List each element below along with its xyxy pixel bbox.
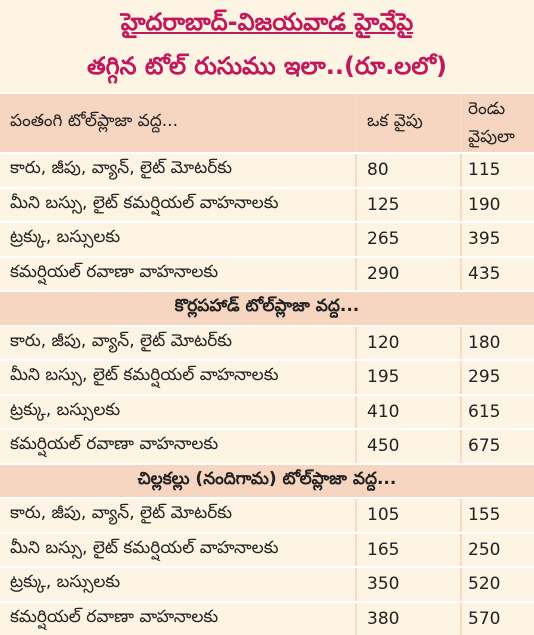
two-way-fee: 115 [460,154,534,187]
vehicle-type: కారు, జీపు, వ్యాన్, లైట్ మోటర్‌కు [10,158,233,179]
vehicle-type: ట్రక్కు, బస్సులకు [10,399,121,420]
one-way-fee: 105 [355,499,460,532]
two-way-fee: 190 [460,188,534,221]
one-way-fee: 120 [355,326,460,359]
section-title: చిల్లకల్లు (నందిగామ) టోల్‌ప్లాజా వద్ద... [137,468,397,489]
section-row: చిల్లకల్లు (నందిగామ) టోల్‌ప్లాజా వద్ద... [0,462,534,497]
one-way-fee: 265 [355,223,460,256]
data-row: కమర్షియల్ రవాణా వాహనాలకు 380 570 [0,600,534,635]
section-row: కొర్లపహాడ్ టోల్‌ప్లాజా వద్ద... [0,290,534,325]
title-block: హైదరాబాద్-విజయవాడ హైవేపై తగ్గిన టోల్ రుస… [0,0,534,92]
vehicle-type: కమర్షియల్ రవాణా వాహనాలకు [10,261,219,282]
data-row: కమర్షియల్ రవాణా వాహనాలకు 450 675 [0,428,534,463]
vehicle-type: ట్రక్కు, బస్సులకు [10,227,121,248]
column-header: రెండు వైపులా [460,94,534,152]
two-way-fee: 520 [460,568,534,601]
two-way-fee: 180 [460,326,534,359]
one-way-fee: 350 [355,568,460,601]
vehicle-type: కమర్షియల్ రవాణా వాహనాలకు [10,606,219,627]
title-line: తగ్గిన టోల్ రుసుము ఇలా..(రూ.లలో) [87,52,447,80]
data-row: ట్రక్కు, బస్సులకు 410 615 [0,393,534,428]
vehicle-type: కారు, జీపు, వ్యాన్, లైట్ మోటర్‌కు [10,503,233,524]
title-line: హైదరాబాద్-విజయవాడ హైవేపై [120,8,414,36]
vehicle-type: మీని బస్సు, లైట్ కమర్షియల్ వాహనాలకు [10,192,279,213]
header-row: పంతంగి టోల్‌ప్లాజా వద్ద... ఒక వైపు రెండు వ… [0,92,534,152]
one-way-fee: 125 [355,188,460,221]
two-way-fee: 395 [460,223,534,256]
toll-table: పంతంగి టోల్‌ప్లాజా వద్ద... ఒక వైపు రెండు వ… [0,92,534,635]
one-way-fee: 290 [355,257,460,290]
data-row: మీని బస్సు, లైట్ కమర్షియల్ వాహనాలకు 165 25… [0,531,534,566]
data-row: ట్రక్కు, బస్సులకు 265 395 [0,221,534,256]
two-way-fee: 295 [460,361,534,394]
two-way-fee: 155 [460,499,534,532]
section-title: కొర్లపహాడ్ టోల్‌ప్లాజా వద్ద... [174,296,360,317]
data-row: కారు, జీపు, వ్యాన్, లైట్ మోటర్‌కు 120 180 [0,324,534,359]
data-row: మీని బస్సు, లైట్ కమర్షియల్ వాహనాలకు 195 29… [0,359,534,394]
vehicle-type: ట్రక్కు, బస్సులకు [10,572,121,593]
data-row: కమర్షియల్ రవాణా వాహనాలకు 290 435 [0,255,534,290]
one-way-fee: 380 [355,602,460,635]
vehicle-type: మీని బస్సు, లైట్ కమర్షియల్ వాహనాలకు [10,365,279,386]
one-way-fee: 195 [355,361,460,394]
one-way-fee: 450 [355,430,460,463]
one-way-fee: 165 [355,533,460,566]
one-way-fee: 410 [355,395,460,428]
section-title: పంతంగి టోల్‌ప్లాజా వద్ద... [10,111,178,131]
column-header: ఒక వైపు [355,94,460,152]
one-way-fee: 80 [355,154,460,187]
vehicle-type: కమర్షియల్ రవాణా వాహనాలకు [10,434,219,455]
two-way-fee: 615 [460,395,534,428]
two-way-fee: 435 [460,257,534,290]
data-row: మీని బస్సు, లైట్ కమర్షియల్ వాహనాలకు 125 19… [0,186,534,221]
data-row: ట్రక్కు, బస్సులకు 350 520 [0,566,534,601]
vehicle-type: కారు, జీపు, వ్యాన్, లైట్ మోటర్‌కు [10,330,233,351]
vehicle-type: మీని బస్సు, లైట్ కమర్షియల్ వాహనాలకు [10,537,279,558]
two-way-fee: 675 [460,430,534,463]
two-way-fee: 250 [460,533,534,566]
data-row: కారు, జీపు, వ్యాన్, లైట్ మోటర్‌కు 105 155 [0,497,534,532]
data-row: కారు, జీపు, వ్యాన్, లైట్ మోటర్‌కు 80 115 [0,152,534,187]
two-way-fee: 570 [460,602,534,635]
